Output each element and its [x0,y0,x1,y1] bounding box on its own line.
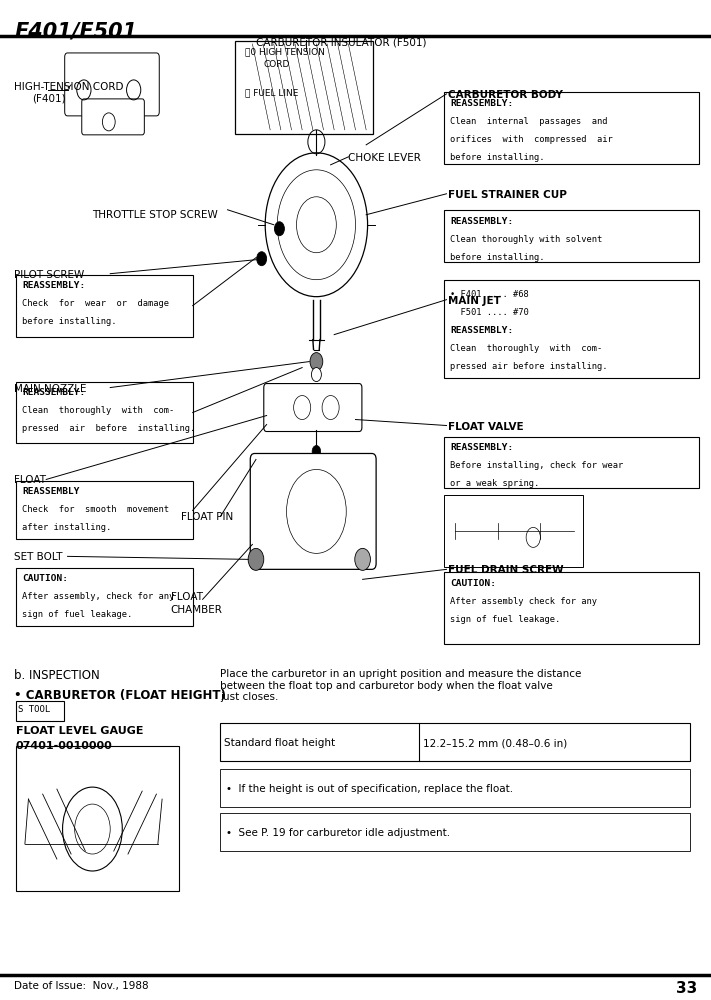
FancyBboxPatch shape [65,53,159,116]
Text: CAUTION:: CAUTION: [450,579,496,588]
Text: •  If the height is out of specification, replace the float.: • If the height is out of specification,… [226,784,513,794]
Text: REASSEMBLY:: REASSEMBLY: [450,443,513,452]
Text: pressed air before installing.: pressed air before installing. [450,362,608,371]
Text: sign of fuel leakage.: sign of fuel leakage. [22,610,132,619]
FancyBboxPatch shape [16,568,193,626]
Text: b. INSPECTION: b. INSPECTION [14,669,100,682]
FancyBboxPatch shape [264,384,362,432]
Text: Before installing, check for wear: Before installing, check for wear [450,461,624,470]
FancyBboxPatch shape [444,92,699,164]
Text: FLOAT: FLOAT [14,475,46,485]
Text: Clean  thoroughly  with  com-: Clean thoroughly with com- [450,344,602,353]
Text: before installing.: before installing. [450,253,545,262]
Text: Standard float height: Standard float height [224,738,335,748]
Text: MAIN NOZZLE: MAIN NOZZLE [14,384,87,394]
Text: orifices  with  compressed  air: orifices with compressed air [450,135,613,144]
Circle shape [311,368,321,382]
Text: CHAMBER: CHAMBER [171,605,223,615]
FancyBboxPatch shape [444,210,699,262]
Text: FLOAT PIN: FLOAT PIN [181,512,233,522]
FancyBboxPatch shape [444,495,583,567]
Circle shape [312,445,321,457]
Text: CHOKE LEVER: CHOKE LEVER [348,153,421,163]
FancyBboxPatch shape [16,275,193,337]
Text: after installing.: after installing. [22,523,112,532]
Text: PILOT SCREW: PILOT SCREW [14,270,85,280]
Text: Clean  internal  passages  and: Clean internal passages and [450,117,608,126]
Text: sign of fuel leakage.: sign of fuel leakage. [450,615,560,624]
FancyBboxPatch shape [220,813,690,851]
Text: S TOOL: S TOOL [18,705,50,714]
Text: Clean  thoroughly  with  com-: Clean thoroughly with com- [22,406,174,415]
Text: REASSEMBLY:: REASSEMBLY: [450,99,513,108]
Text: before installing.: before installing. [450,153,545,162]
FancyBboxPatch shape [250,453,376,569]
Text: •  See P. 19 for carburetor idle adjustment.: • See P. 19 for carburetor idle adjustme… [226,828,450,838]
FancyBboxPatch shape [16,481,193,539]
Text: HIGH-TENSION CORD: HIGH-TENSION CORD [14,82,124,92]
Text: THROTTLE STOP SCREW: THROTTLE STOP SCREW [92,210,218,220]
Text: FLOAT LEVEL GAUGE: FLOAT LEVEL GAUGE [16,726,143,736]
Text: or a weak spring.: or a weak spring. [450,479,540,488]
Text: MAIN JET: MAIN JET [448,296,501,306]
FancyBboxPatch shape [220,723,690,761]
Circle shape [274,222,284,236]
Text: FLOAT VALVE: FLOAT VALVE [448,422,523,432]
Text: • CARBURETOR (FLOAT HEIGHT): • CARBURETOR (FLOAT HEIGHT) [14,689,226,702]
Text: REASSEMBLY:: REASSEMBLY: [22,388,85,397]
FancyBboxPatch shape [235,41,373,134]
Text: Check  for  wear  or  damage: Check for wear or damage [22,299,169,308]
Text: 07401-0010000: 07401-0010000 [16,741,112,751]
FancyBboxPatch shape [82,99,144,135]
Text: REASSEMBLY:: REASSEMBLY: [22,281,85,290]
FancyBboxPatch shape [220,769,690,807]
Text: Ⓑ FUEL LINE: Ⓑ FUEL LINE [245,88,299,97]
Text: REASSEMBLY:: REASSEMBLY: [450,326,513,335]
FancyBboxPatch shape [444,280,699,378]
FancyBboxPatch shape [444,437,699,488]
Circle shape [257,252,267,266]
Text: ⑀0 HIGH TENSION: ⑀0 HIGH TENSION [245,47,325,56]
FancyBboxPatch shape [16,701,64,721]
Text: 12.2–15.2 mm (0.48–0.6 in): 12.2–15.2 mm (0.48–0.6 in) [423,738,567,748]
Text: F501 .... #70: F501 .... #70 [450,308,529,317]
Text: F401/F501: F401/F501 [14,22,137,42]
Text: FUEL DRAIN SCREW: FUEL DRAIN SCREW [448,565,564,575]
Text: CARBURETOR BODY: CARBURETOR BODY [448,90,563,100]
Text: before installing.: before installing. [22,317,117,326]
Circle shape [355,548,370,570]
Text: Date of Issue:  Nov., 1988: Date of Issue: Nov., 1988 [14,981,149,991]
Text: REASSEMBLY: REASSEMBLY [22,487,80,496]
FancyBboxPatch shape [444,572,699,644]
Text: CARBURETOR INSULATOR (F501): CARBURETOR INSULATOR (F501) [256,38,427,48]
Text: Check  for  smooth  movement: Check for smooth movement [22,505,169,514]
Circle shape [248,548,264,570]
Text: FLOAT: FLOAT [171,592,203,602]
Text: FUEL STRAINER CUP: FUEL STRAINER CUP [448,190,567,200]
Text: (F401): (F401) [32,94,65,104]
Text: After assembly check for any: After assembly check for any [450,597,597,606]
FancyBboxPatch shape [16,746,179,891]
Text: SET BOLT: SET BOLT [14,552,63,562]
Circle shape [310,353,323,371]
Text: 33: 33 [675,981,697,996]
Text: • F401 .... #68: • F401 .... #68 [450,290,529,299]
Text: CORD: CORD [263,60,289,69]
FancyBboxPatch shape [16,382,193,443]
Text: After assembly, check for any: After assembly, check for any [22,592,174,601]
Text: Clean thoroughly with solvent: Clean thoroughly with solvent [450,235,602,244]
Text: REASSEMBLY:: REASSEMBLY: [450,217,513,226]
Text: CAUTION:: CAUTION: [22,574,68,583]
Text: pressed  air  before  installing.: pressed air before installing. [22,424,196,433]
Text: Place the carburetor in an upright position and measure the distance
between the: Place the carburetor in an upright posit… [220,669,582,702]
